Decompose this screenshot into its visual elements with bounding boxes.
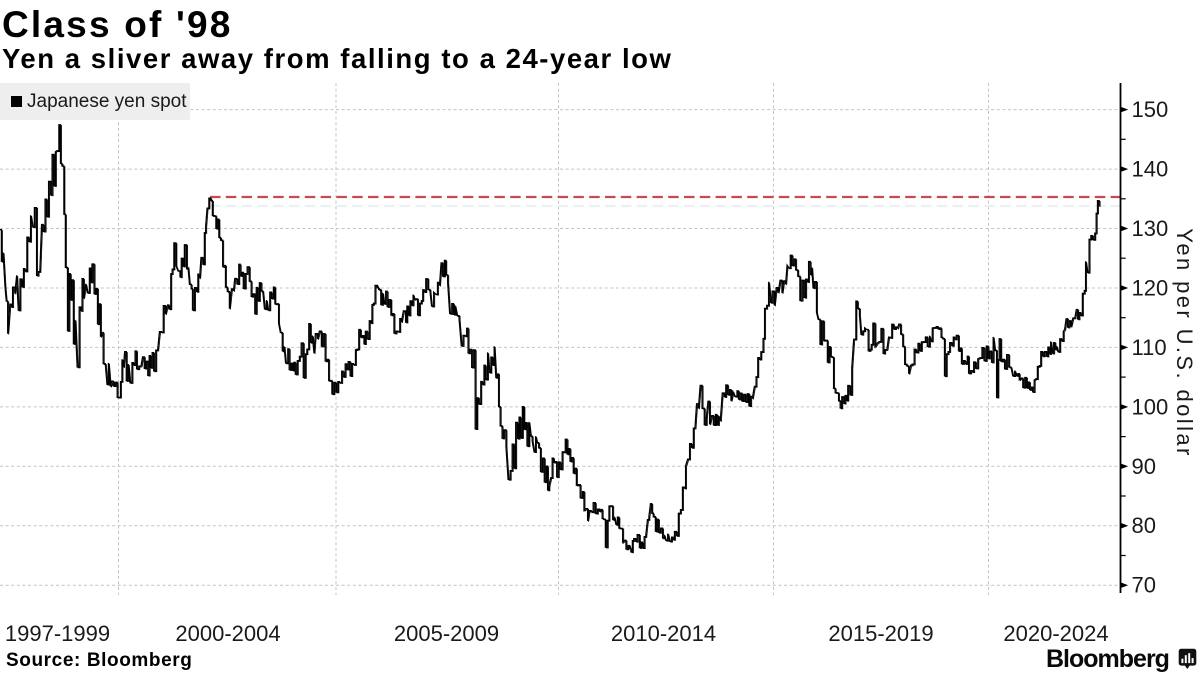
svg-text:2000-2004: 2000-2004 (175, 621, 280, 646)
svg-text:70: 70 (1132, 573, 1156, 598)
svg-text:130: 130 (1132, 216, 1169, 241)
svg-text:110: 110 (1132, 335, 1167, 360)
svg-text:Yen per U.S. dollar: Yen per U.S. dollar (1172, 228, 1197, 457)
svg-text:150: 150 (1132, 97, 1169, 122)
svg-text:2010-2014: 2010-2014 (611, 621, 716, 646)
svg-text:2015-2019: 2015-2019 (828, 621, 933, 646)
svg-text:1997-1999: 1997-1999 (5, 621, 110, 646)
svg-text:100: 100 (1132, 394, 1169, 419)
svg-text:120: 120 (1132, 276, 1169, 301)
svg-text:2020-2024: 2020-2024 (1003, 621, 1108, 646)
svg-text:2005-2009: 2005-2009 (394, 621, 499, 646)
svg-text:80: 80 (1132, 513, 1156, 538)
svg-text:90: 90 (1132, 454, 1156, 479)
svg-text:140: 140 (1132, 157, 1169, 182)
